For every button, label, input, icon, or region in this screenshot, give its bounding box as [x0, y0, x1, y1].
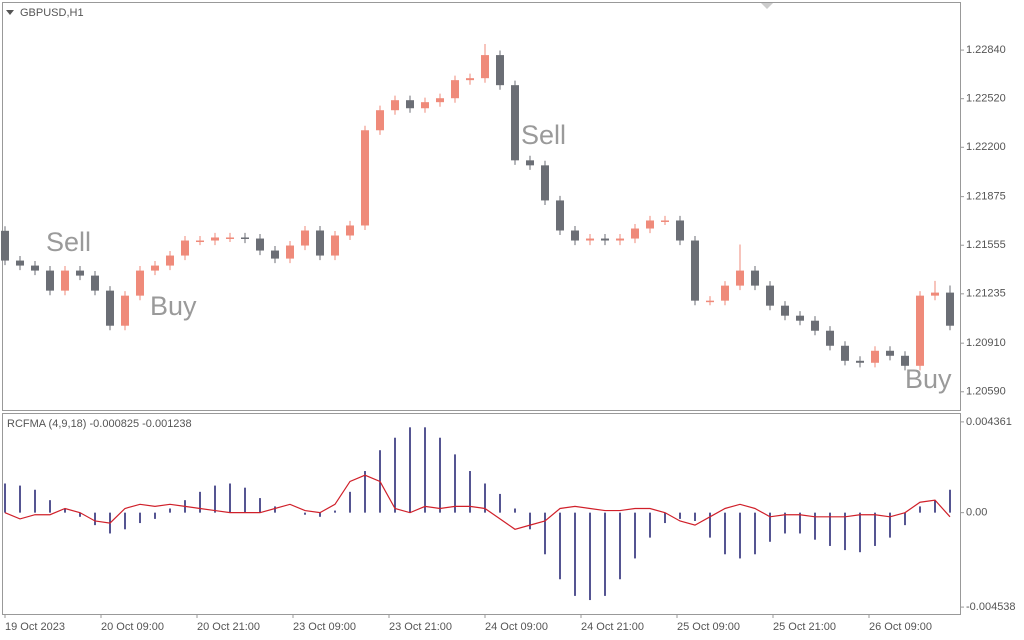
- annotation: Sell: [46, 227, 91, 257]
- candle-body: [811, 320, 819, 331]
- y-tick-label: 1.22200: [966, 141, 1006, 153]
- candle-body: [31, 265, 39, 271]
- candle-body: [751, 270, 759, 286]
- price-pane: [2, 2, 961, 411]
- candle-body: [856, 360, 864, 363]
- candle-body: [931, 292, 939, 296]
- candle-body: [601, 238, 609, 241]
- candle-body: [316, 230, 324, 256]
- candle-body: [331, 235, 339, 256]
- candle-body: [46, 270, 54, 291]
- y-tick-label: 1.20910: [966, 337, 1006, 349]
- x-tick-label: 24 Oct 21:00: [581, 621, 644, 633]
- x-tick-label: 26 Oct 09:00: [869, 621, 932, 633]
- candle-body: [541, 165, 549, 201]
- candle-body: [706, 300, 714, 303]
- candle-body: [586, 238, 594, 241]
- symbol-title: GBPUSD,H1: [20, 7, 84, 19]
- signal-line: [4, 474, 951, 530]
- menu-arrow[interactable]: [6, 10, 14, 15]
- candle-body: [466, 78, 474, 81]
- candle-body: [496, 55, 504, 86]
- candle-body: [766, 285, 774, 306]
- x-tick-label: 23 Oct 09:00: [293, 621, 356, 633]
- candle-body: [511, 85, 519, 161]
- candle-body: [691, 240, 699, 301]
- candle-body: [451, 80, 459, 99]
- x-tick-label: 23 Oct 21:00: [389, 621, 452, 633]
- candle-body: [646, 220, 654, 229]
- candle-body: [436, 98, 444, 103]
- y-tick-label: 0.00: [966, 507, 987, 519]
- candle-body: [16, 260, 24, 266]
- candle-body: [286, 245, 294, 259]
- candle-body: [391, 100, 399, 111]
- candle-body: [271, 250, 279, 259]
- y-tick-label: 0.004361: [966, 416, 1012, 428]
- candle-body: [136, 270, 144, 296]
- candle-body: [346, 225, 354, 236]
- annotation: Sell: [521, 120, 566, 150]
- candle-body: [676, 220, 684, 241]
- candle-body: [631, 228, 639, 239]
- candle-body: [826, 330, 834, 346]
- candle-body: [526, 160, 534, 166]
- candle-body: [946, 292, 954, 326]
- candle-body: [406, 100, 414, 109]
- candle-body: [571, 230, 579, 241]
- y-tick-label: 1.22520: [966, 93, 1006, 105]
- x-tick-label: 19 Oct 2023: [5, 621, 65, 633]
- candle-body: [841, 345, 849, 361]
- candle-body: [181, 240, 189, 256]
- candle-body: [916, 295, 924, 366]
- shift-marker: [761, 3, 773, 9]
- candle-body: [91, 275, 99, 291]
- candle-body: [151, 265, 159, 271]
- candle-body: [886, 350, 894, 356]
- y-tick-label: 1.21555: [966, 239, 1006, 251]
- x-tick-label: 25 Oct 21:00: [773, 621, 836, 633]
- annotation: Buy: [150, 291, 197, 321]
- indicator-title: RCFMA (4,9,18) -0.000825 -0.001238: [7, 418, 192, 430]
- candle-body: [241, 237, 249, 239]
- indicator-pane: [2, 413, 961, 615]
- candle-body: [661, 220, 669, 222]
- candle-body: [121, 295, 129, 326]
- candle-body: [226, 237, 234, 239]
- x-tick-label: 20 Oct 09:00: [101, 621, 164, 633]
- candle-body: [361, 130, 369, 226]
- candle-body: [196, 240, 204, 243]
- candle-body: [106, 290, 114, 326]
- candle-body: [376, 110, 384, 131]
- candle-body: [61, 270, 69, 291]
- y-tick-label: -0.004538: [966, 601, 1016, 613]
- candle-body: [1, 230, 9, 261]
- candle-body: [736, 270, 744, 286]
- candle-body: [616, 238, 624, 241]
- annotation: Buy: [905, 364, 952, 394]
- x-tick-label: 24 Oct 09:00: [485, 621, 548, 633]
- candle-body: [721, 285, 729, 301]
- candle-body: [301, 230, 309, 246]
- candle-body: [166, 255, 174, 266]
- candle-body: [781, 305, 789, 316]
- y-tick-label: 1.22840: [966, 44, 1006, 56]
- candle-body: [796, 315, 804, 321]
- y-tick-label: 1.21875: [966, 191, 1006, 203]
- x-tick-label: 25 Oct 09:00: [677, 621, 740, 633]
- candle-body: [76, 270, 84, 276]
- candle-body: [211, 237, 219, 241]
- candle-body: [901, 355, 909, 366]
- candle-body: [871, 350, 879, 363]
- y-tick-label: 1.21235: [966, 288, 1006, 300]
- candle-body: [256, 238, 264, 251]
- candle-body: [421, 102, 429, 109]
- y-tick-label: 1.20590: [966, 386, 1006, 398]
- candle-body: [481, 55, 489, 79]
- x-tick-label: 20 Oct 21:00: [197, 621, 260, 633]
- candle-body: [556, 200, 564, 231]
